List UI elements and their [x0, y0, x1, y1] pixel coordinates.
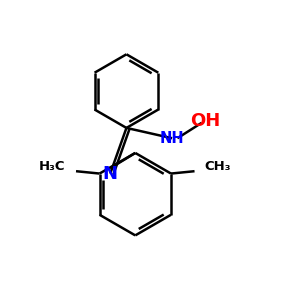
Text: NH: NH — [160, 131, 184, 146]
Text: CH₃: CH₃ — [205, 160, 231, 173]
Text: N: N — [103, 165, 118, 183]
Text: H₃C: H₃C — [39, 160, 66, 173]
Text: OH: OH — [190, 112, 220, 130]
